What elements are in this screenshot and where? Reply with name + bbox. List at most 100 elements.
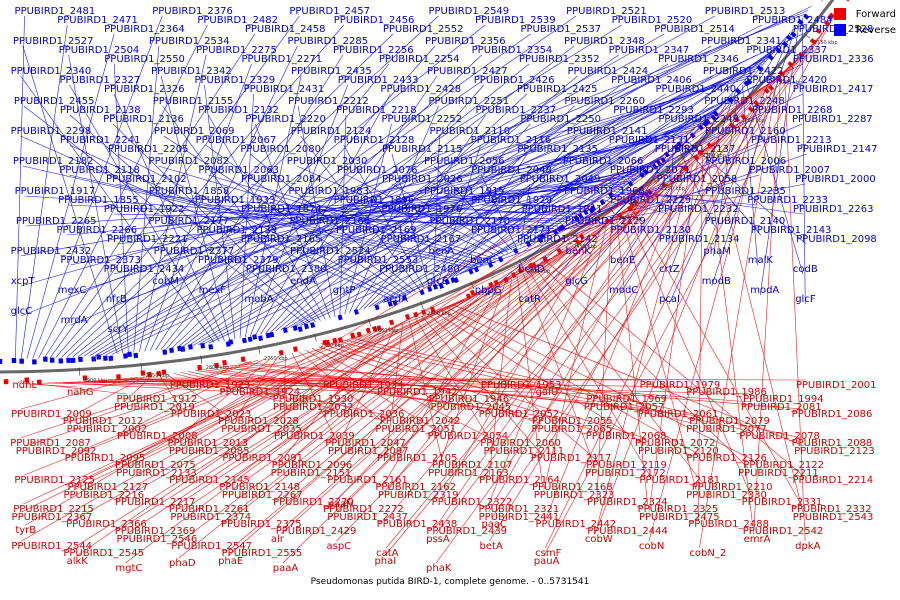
reverse-gene-arrow [655, 159, 662, 166]
reverse-gene-label: PPUBIRD1_2049 [519, 174, 601, 185]
tick-label: 2250 kbp [741, 118, 766, 125]
reverse-gene-label: PPUBIRD1_2129 [565, 216, 646, 227]
reverse-leader-line [455, 153, 665, 277]
reverse-leader-line [480, 158, 659, 236]
reverse-gene-label: codB [792, 264, 818, 275]
reverse-leader-line [342, 53, 772, 296]
forward-leader-line [181, 130, 732, 542]
forward-gene-arrow [734, 116, 741, 123]
reverse-gene-label: PPUBIRD1_2428 [380, 84, 462, 95]
reverse-gene-label: PPUBIRD1_2063 [198, 165, 280, 176]
forward-gene-label: PPUBIRD1_2126 [686, 453, 767, 464]
reverse-gene-label: mexC [57, 285, 87, 296]
reverse-gene-label: PPUBIRD1_2115 [381, 144, 463, 155]
forward-gene-label: PPUBIRD1_2047 [325, 438, 406, 449]
reverse-leader-line [32, 15, 163, 359]
reverse-leader-line [149, 45, 298, 351]
reverse-gene-label: PPUBIRD1_2118 [59, 165, 140, 176]
forward-leader-line [648, 90, 772, 542]
forward-leader-line [488, 171, 684, 513]
reverse-gene-label: PPUBIRD1_1855 [58, 195, 139, 206]
forward-gene-label: PPUBIRD1_2125 [14, 475, 95, 486]
reverse-gene-label: PPUBIRD1_2221 [106, 234, 188, 245]
forward-gene-label: PPUBIRD1_2092 [15, 446, 97, 457]
forward-gene-label: PPUBIRD1_2545 [63, 548, 144, 559]
reverse-gene-label: PPUBIRD1_2379 [197, 255, 279, 266]
reverse-gene-label: PPUBIRD1_2482 [197, 15, 278, 26]
reverse-leader-line [204, 204, 567, 222]
reverse-gene-label: PPUBIRD1_2426 [473, 75, 555, 86]
reverse-leader-line [373, 123, 669, 306]
reverse-gene-label: PPUBIRD1_1922 [103, 204, 185, 215]
reverse-leader-line [208, 64, 762, 296]
reverse-gene-label: PPUBIRD1_2417 [792, 84, 874, 95]
reverse-gene-label: PPUBIRD1_2534 [148, 36, 230, 47]
forward-leader-line [72, 376, 145, 417]
forward-gene-label: PPUBIRD1_2086 [791, 409, 873, 420]
forward-gene-label: PPUBIRD1_2325 [637, 504, 719, 515]
forward-leader-line [74, 334, 365, 454]
reverse-gene-arrow [337, 314, 343, 321]
reverse-gene-arrow [427, 286, 433, 293]
reverse-gene-label: PPUBIRD1_2528 [793, 24, 874, 35]
forward-gene-arrow [404, 313, 411, 320]
forward-leader-line [435, 108, 754, 535]
forward-leader-line [77, 381, 439, 395]
reverse-gene-label: PPUBIRD1_2142 [517, 234, 598, 245]
forward-leader-line [596, 163, 694, 527]
forward-gene-label: PPUBIRD1_1942 [376, 387, 458, 398]
tick-label: 2700 kbp [320, 343, 344, 350]
reverse-gene-label: PPUBIRD1_1917 [14, 186, 96, 197]
reverse-gene-arrow [180, 346, 186, 352]
reverse-gene-label: PPUBIRD1_2182 [12, 156, 94, 167]
reverse-gene-label: PPUBIRD1_2513 [704, 6, 786, 17]
tick-label: 2650 kbp [374, 328, 399, 335]
reverse-gene-label: PPUBIRD1_2135 [517, 144, 598, 155]
forward-gene-arrow [531, 261, 537, 268]
forward-leader-line [596, 222, 612, 498]
reverse-gene-label: PPUBIRD1_2431 [243, 84, 325, 95]
tick-mark [200, 355, 203, 364]
forward-leader-line [632, 208, 802, 505]
reverse-gene-label: PPUBIRD1_2420 [746, 75, 828, 86]
forward-gene-label: PPUBIRD1_2008 [116, 431, 198, 442]
forward-gene-label: PPUBIRD1_2475 [638, 512, 720, 523]
reverse-gene-arrow [282, 327, 288, 334]
legend-reverse: Reverse [833, 22, 896, 38]
reverse-leader-line [198, 45, 712, 346]
forward-gene-label: PPUBIRD1_2001 [795, 380, 877, 391]
reverse-gene-label: PPUBIRD1_2254 [378, 54, 460, 65]
reverse-gene-arrow [387, 300, 393, 307]
reverse-leader-line [742, 84, 759, 266]
forward-leader-line [125, 62, 798, 564]
reverse-leader-line [207, 123, 702, 266]
reverse-gene-arrow [292, 325, 298, 332]
forward-gene-label: phaK [426, 563, 452, 574]
reverse-leader-line [138, 54, 207, 352]
forward-leader-line [436, 175, 679, 527]
reverse-gene-label: PPUBIRD1_2514 [654, 24, 735, 35]
reverse-gene-label: PPUBIRD1_2265 [15, 216, 97, 227]
reverse-gene-label: PPUBIRD1_2132 [198, 105, 279, 116]
reverse-gene-arrow [607, 192, 614, 199]
forward-gene-label: PPUBIRD1_2267 [221, 490, 303, 501]
reverse-gene-arrow [573, 215, 580, 222]
reverse-gene-label: PPUBIRD1_2167 [380, 234, 462, 245]
forward-gene-arrow [753, 99, 760, 107]
tick-label: 2750 kbp [264, 355, 288, 362]
reverse-gene-label: PPUBIRD1_2256 [332, 45, 414, 56]
forward-gene-label: PPUBIRD1_2097 [327, 446, 409, 457]
reverse-gene-label: glcG [565, 276, 588, 287]
forward-leader-line [77, 299, 465, 483]
forward-gene-label: mgtC [115, 563, 143, 574]
forward-leader-line [697, 155, 703, 520]
forward-leader-line [435, 32, 823, 564]
forward-gene-label: PPUBIRD1_2375 [220, 519, 302, 530]
forward-leader-line [386, 179, 674, 520]
forward-leader-line [229, 291, 483, 483]
reverse-gene-label: PPUBIRD1_2110 [429, 126, 511, 137]
reverse-gene-label: PPUBIRD1_2356 [425, 36, 506, 47]
reverse-gene-label: modA [750, 285, 780, 296]
forward-gene-label: PPUBIRD1_2117 [530, 453, 612, 464]
forward-leader-line [408, 320, 443, 461]
